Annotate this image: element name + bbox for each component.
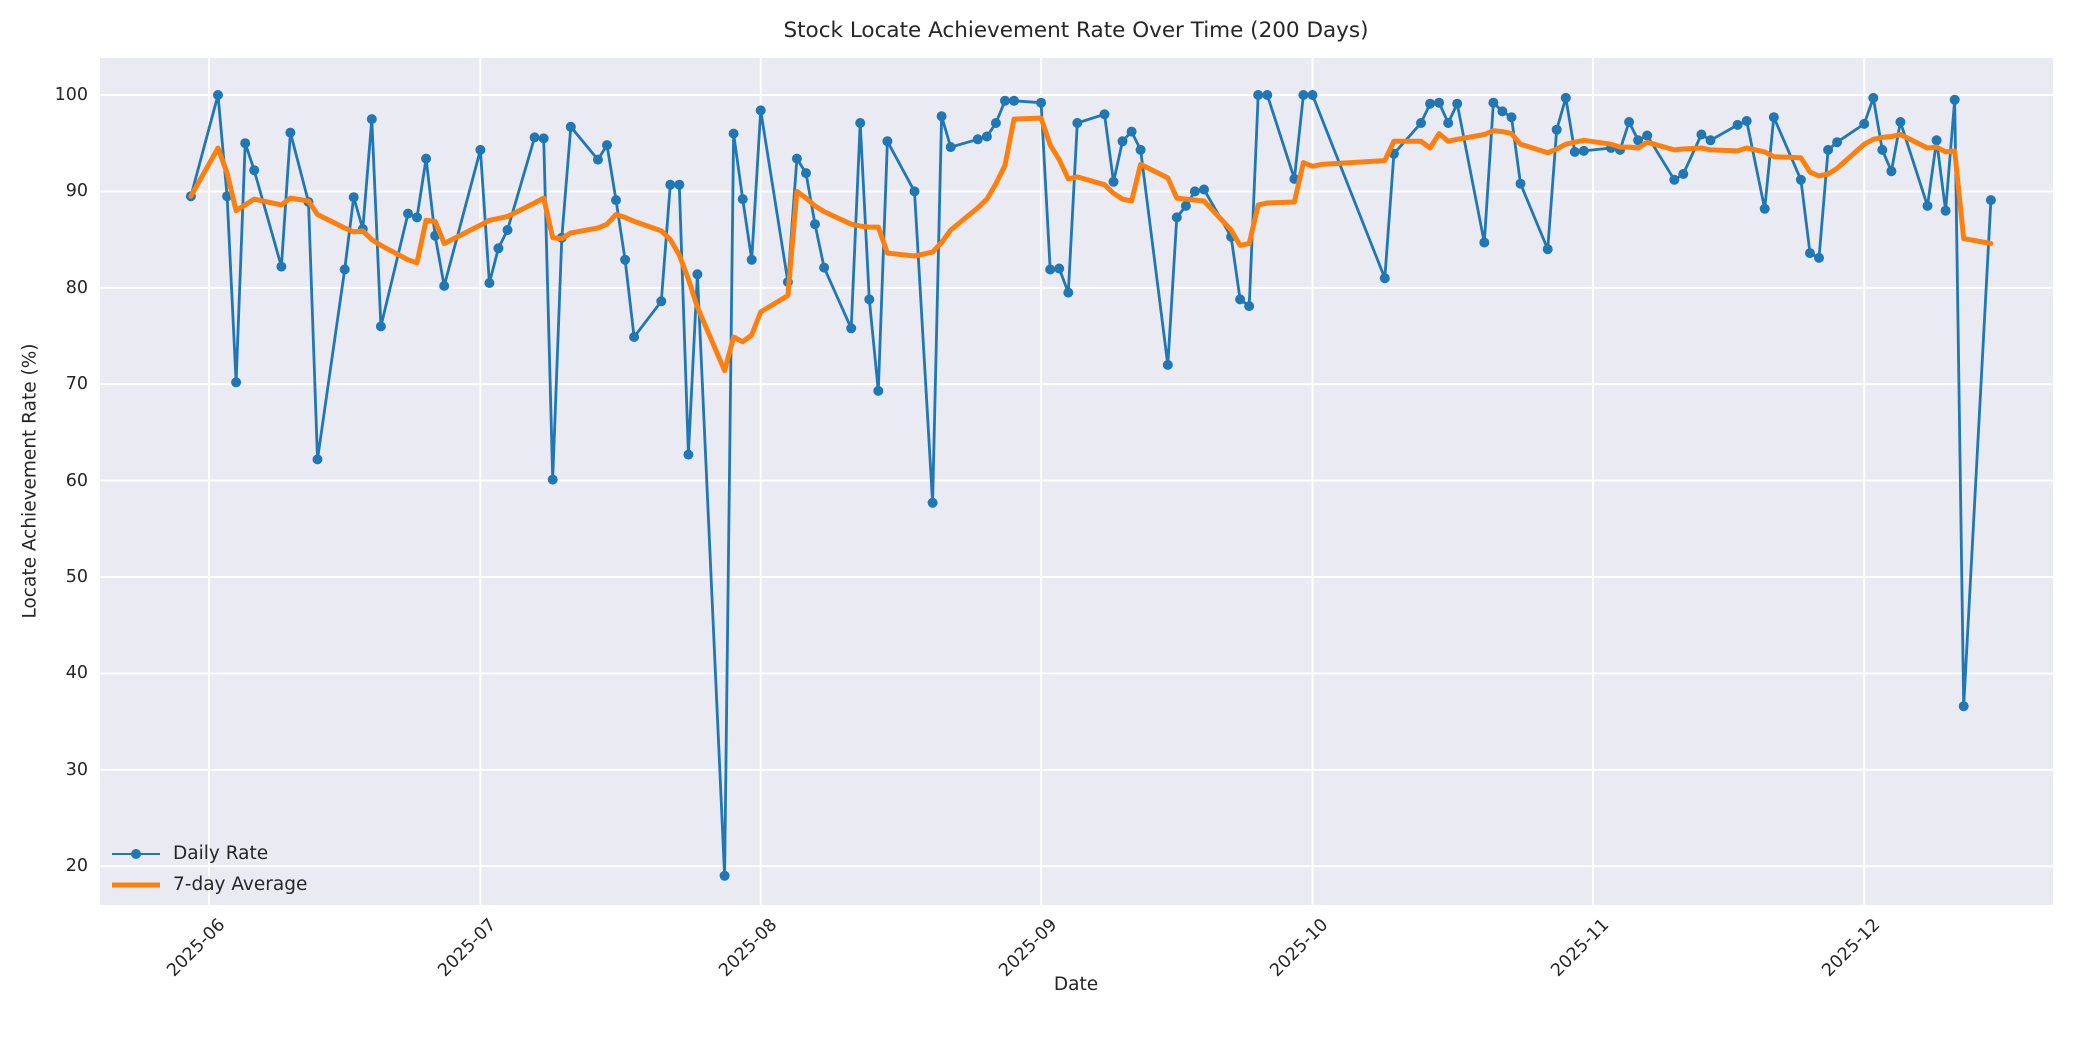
y-tick-label: 60 xyxy=(65,470,88,491)
legend-label: Daily Rate xyxy=(173,843,269,864)
gridlines xyxy=(100,58,2053,905)
y-tick-label: 100 xyxy=(54,85,88,105)
daily-rate-markers xyxy=(185,90,1996,881)
legend-item-7day-average: 7-day Average xyxy=(112,869,307,900)
y-tick-label: 30 xyxy=(65,759,88,780)
average-line-icon xyxy=(112,869,160,900)
x-axis-label: Date xyxy=(1053,974,1099,995)
legend-item-daily-rate: Daily Rate xyxy=(112,838,307,869)
average-line xyxy=(188,115,1994,374)
chart-title: Stock Locate Achievement Rate Over Time … xyxy=(783,18,1369,43)
daily-rate-line xyxy=(189,93,1993,878)
y-tick-label: 70 xyxy=(65,374,88,395)
legend: Daily Rate 7-day Average xyxy=(112,838,307,900)
y-tick-label: 50 xyxy=(65,567,88,587)
daily-rate-line-icon xyxy=(112,838,160,869)
y-tick-label: 80 xyxy=(65,277,88,298)
y-tick-label: 20 xyxy=(65,856,88,877)
y-tick-label: 90 xyxy=(65,181,88,202)
y-tick-label: 40 xyxy=(65,663,88,684)
legend-label: 7-day Average xyxy=(173,874,308,895)
